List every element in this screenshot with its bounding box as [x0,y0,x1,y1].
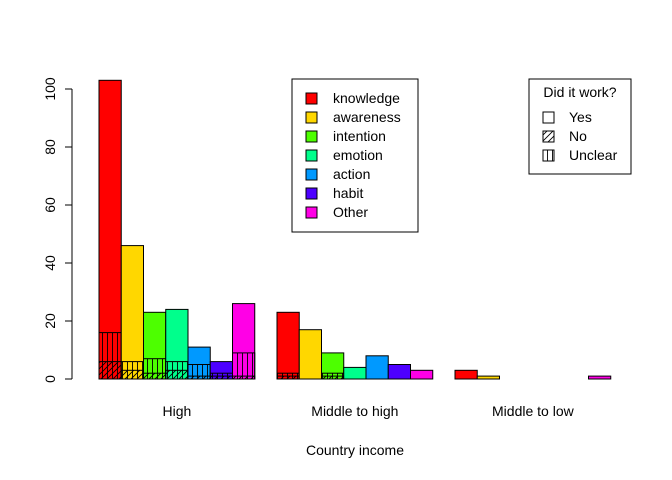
legend-swatch [542,111,555,124]
bar-awareness-unclear [120,361,144,380]
y-axis: 0 20 40 60 80 100 [42,77,73,383]
bar-habit-yes [387,364,411,380]
bar-knowledge-unclear [98,332,122,380]
bar-other-yes [410,369,434,380]
bar-emotion-unclear [165,361,189,380]
y-tick-label: 100 [42,77,58,101]
legend-swatch [305,187,318,200]
outcome-legend: Did it work? Yes No Unclear [528,78,632,175]
legend-swatch [542,130,555,143]
category-legend: knowledge awareness intention emotion action… [291,78,419,233]
legend-swatch [305,92,318,105]
y-tick-label: 60 [42,197,58,213]
group-label: Middle to high [311,403,398,419]
bar-knowledge-yes [454,369,478,380]
bar-awareness-yes [476,375,500,380]
group-label: Middle to low [492,403,575,419]
legend-swatch [305,149,318,162]
bar-emotion-yes [343,366,367,380]
bar-awareness-yes [120,245,144,380]
legend-label: No [569,128,587,144]
legend-label: habit [333,185,363,201]
legend-label: Yes [569,109,592,125]
legend-label: Unclear [569,147,618,163]
bar-action-yes [365,355,389,380]
legend-swatch [542,149,555,162]
legend-title: Did it work? [543,84,616,100]
y-tick-label: 20 [42,313,58,329]
group-label: High [162,403,191,419]
y-tick-label: 40 [42,255,58,271]
bar-other-yes [588,375,612,380]
bar-knowledge-yes [276,311,300,380]
bar-other-unclear [232,352,256,380]
bar-habit-unclear [209,372,233,380]
legend-label: intention [333,128,386,144]
bars [98,79,612,380]
bar-intention-unclear [321,372,345,380]
legend-label: action [333,166,370,182]
bar-intention-unclear [143,358,167,380]
y-tick-label: 80 [42,139,58,155]
legend-swatch [305,130,318,143]
legend-label: Other [333,204,368,220]
legend-label: awareness [333,109,401,125]
legend-swatch [305,206,318,219]
bar-awareness-yes [298,329,322,380]
bar-action-unclear [187,364,211,380]
bar-knowledge-unclear [276,372,300,380]
legend-swatch [305,168,318,181]
group-labels: High Middle to high Middle to low [162,403,574,419]
y-tick-label: 0 [42,375,58,383]
legend-swatch [305,111,318,124]
x-axis-title: Country income [306,442,404,458]
legend-label: emotion [333,147,383,163]
legend-label: knowledge [333,90,400,106]
